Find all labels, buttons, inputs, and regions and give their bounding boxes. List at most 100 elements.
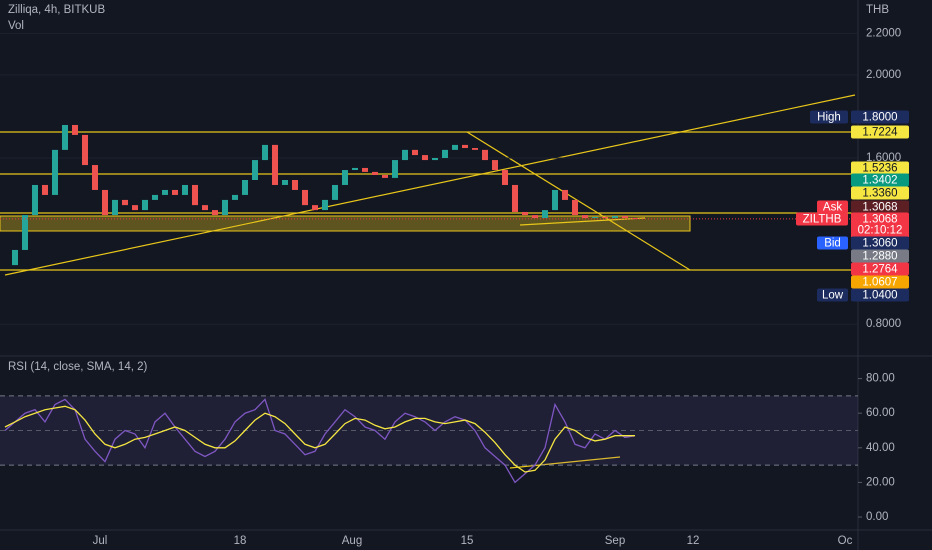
candle — [612, 216, 618, 218]
candle — [432, 157, 438, 161]
price-tag-label: 1.3402 — [862, 175, 897, 187]
price-tag-label: 1.2764 — [862, 264, 898, 276]
price-tag — [851, 125, 909, 139]
x-tick-label: Sep — [605, 535, 625, 547]
price-tag — [851, 236, 909, 250]
price-tag — [851, 275, 909, 289]
price-tag-label: 1.3068 — [862, 214, 897, 226]
candle — [372, 171, 378, 176]
candle — [392, 160, 398, 178]
x-tick-label: 18 — [234, 535, 247, 547]
candle — [342, 170, 348, 185]
price-tag-label: 1.0607 — [862, 277, 897, 289]
candle — [502, 170, 508, 185]
candle — [142, 199, 148, 211]
price-tag-label: 1.3068 — [862, 202, 897, 214]
tag-name-box — [817, 288, 848, 302]
price-tag — [851, 200, 909, 214]
candle — [572, 199, 578, 216]
tag-name-box — [817, 200, 848, 214]
candle — [482, 149, 488, 161]
price-tag — [851, 249, 909, 263]
candle — [582, 215, 588, 218]
rsi-line — [4, 405, 635, 473]
drawings — [0, 94, 858, 469]
support-zone — [0, 215, 691, 232]
price-tag-label: 1.7224 — [862, 127, 898, 139]
tag-name-box — [796, 212, 848, 226]
rsi-title: RSI (14, close, SMA, 14, 2) — [8, 361, 148, 373]
candle — [362, 167, 368, 172]
candle — [312, 205, 318, 211]
candle — [412, 149, 418, 156]
tag-name: Ask — [823, 202, 842, 214]
candle — [202, 205, 208, 211]
candle — [132, 205, 138, 211]
candle — [442, 149, 448, 158]
candle — [12, 249, 18, 266]
x-tick-label: 12 — [687, 535, 700, 547]
y-tick-label: 0.8000 — [866, 318, 901, 330]
candle — [282, 179, 288, 185]
tag-name: ZILTHB — [803, 214, 842, 226]
candle — [632, 217, 638, 220]
tag-name: Bid — [824, 238, 841, 250]
candle — [122, 199, 128, 206]
rsi-line — [4, 398, 636, 484]
candle — [252, 160, 258, 180]
candle — [22, 215, 28, 250]
candle — [242, 179, 248, 195]
price-tag — [851, 262, 909, 276]
candle — [62, 124, 68, 150]
candle — [602, 216, 608, 218]
candle — [292, 179, 298, 190]
y-tick-label: 0.00 — [866, 511, 888, 523]
candle — [182, 184, 188, 195]
rsi-trend-line — [509, 456, 621, 469]
volume-label: Vol — [8, 20, 24, 32]
candle — [462, 144, 468, 149]
price-tag-label: 1.5236 — [862, 163, 897, 175]
candle — [52, 149, 58, 195]
candle — [512, 184, 518, 212]
candle — [212, 210, 218, 216]
candle — [92, 165, 98, 190]
candle — [42, 184, 48, 195]
candle — [222, 199, 228, 216]
candle — [162, 189, 168, 195]
x-tick-label: Oc — [838, 535, 853, 547]
price-tag — [851, 212, 909, 226]
candle — [272, 144, 278, 185]
price-tag — [851, 288, 909, 302]
countdown: 02:10:12 — [858, 225, 903, 237]
y-tick-label: 80.00 — [866, 373, 895, 385]
price-tag-label: 1.0400 — [862, 290, 897, 302]
price-tag-label: 1.8000 — [862, 112, 897, 124]
candle — [302, 189, 308, 206]
candle — [552, 189, 558, 211]
candle — [352, 167, 358, 171]
candle — [422, 155, 428, 161]
candle — [402, 149, 408, 161]
candle — [562, 189, 568, 200]
candle — [112, 199, 118, 216]
price-tag-label: 1.2880 — [862, 251, 897, 263]
candle — [172, 189, 178, 195]
currency-label: THB — [866, 4, 889, 16]
tag-name: Low — [822, 290, 844, 302]
trend-line — [466, 131, 691, 271]
candle — [622, 216, 628, 218]
x-tick-label: 15 — [461, 535, 474, 547]
countdown-box — [851, 224, 909, 237]
candle — [332, 184, 338, 200]
candle — [192, 184, 198, 206]
y-tick-label: 40.00 — [866, 442, 895, 454]
candle — [152, 194, 158, 200]
y-tick-label: 20.00 — [866, 476, 895, 488]
y-tick-label: 1.6000 — [866, 152, 901, 164]
candle — [102, 189, 108, 216]
y-tick-label: 2.0000 — [866, 69, 901, 81]
candle — [262, 144, 268, 161]
price-tag — [851, 161, 909, 175]
